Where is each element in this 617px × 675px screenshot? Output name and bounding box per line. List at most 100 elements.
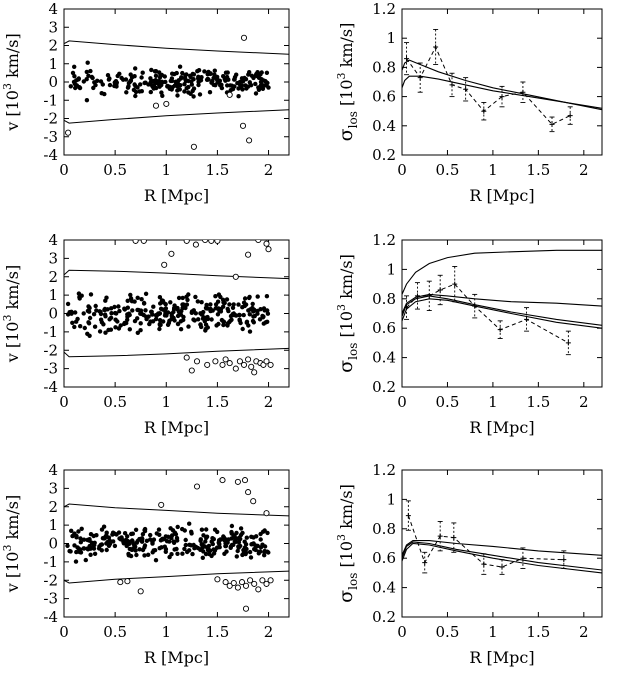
- member-point: [153, 313, 159, 318]
- member-point: [258, 537, 263, 542]
- y-tick-label: 0.2: [372, 146, 396, 164]
- member-point: [226, 308, 231, 314]
- y-tick-label: 0: [48, 305, 58, 323]
- member-point: [187, 548, 192, 553]
- x-tick-label: 0.5: [436, 623, 460, 641]
- member-point: [81, 79, 87, 84]
- member-point: [92, 324, 98, 329]
- interloper-point: [238, 579, 246, 586]
- member-point: [159, 545, 164, 550]
- member-point: [88, 552, 93, 557]
- member-point: [83, 557, 89, 563]
- interloper-point: [161, 261, 168, 268]
- y-tick-label: -4: [43, 378, 58, 396]
- member-point: [215, 74, 220, 80]
- member-point: [204, 527, 209, 532]
- member-point: [163, 549, 168, 554]
- member-point: [249, 542, 254, 547]
- member-point: [260, 86, 266, 92]
- x-tick-label: 0.5: [436, 161, 460, 179]
- member-point: [128, 292, 133, 298]
- member-point: [178, 76, 184, 81]
- member-point: [169, 533, 175, 538]
- data-point: [565, 340, 571, 346]
- member-point: [91, 312, 97, 317]
- member-point: [75, 545, 80, 550]
- interloper-point: [230, 579, 237, 587]
- member-point: [93, 303, 98, 309]
- y-tick-label: -4: [43, 146, 58, 164]
- member-point: [205, 316, 211, 322]
- member-point: [105, 73, 111, 78]
- member-point: [237, 317, 242, 322]
- member-point: [210, 541, 215, 547]
- model-curve-4: [402, 298, 602, 329]
- member-point: [265, 319, 270, 324]
- member-point: [147, 321, 152, 327]
- data-point: [422, 560, 428, 566]
- x-tick-label: 1.5: [205, 623, 229, 641]
- member-point: [203, 328, 208, 333]
- interloper-point: [263, 358, 270, 365]
- member-point: [181, 302, 186, 307]
- member-point: [265, 530, 270, 536]
- member-point: [204, 306, 209, 311]
- interloper-point: [204, 361, 211, 368]
- member-point: [85, 60, 90, 65]
- interloper-point: [214, 576, 221, 583]
- member-point: [128, 539, 133, 544]
- member-point: [178, 312, 184, 317]
- member-point: [88, 68, 93, 74]
- member-point: [87, 315, 93, 321]
- member-point: [94, 533, 99, 538]
- member-point: [243, 302, 249, 307]
- x-tick-label: 0: [59, 393, 69, 411]
- interloper-point: [208, 240, 215, 244]
- member-point: [108, 327, 114, 332]
- interloper-point: [202, 240, 209, 244]
- member-point: [175, 93, 180, 98]
- x-tick-label: 0: [397, 161, 407, 179]
- member-point: [217, 545, 222, 550]
- x-axis-label: R [Mpc]: [469, 186, 534, 205]
- member-point: [135, 295, 140, 300]
- interloper-point: [212, 358, 219, 365]
- member-point: [235, 548, 240, 554]
- member-point: [73, 85, 78, 91]
- member-point: [256, 551, 261, 556]
- member-point: [175, 321, 181, 327]
- y-tick-label: 1: [386, 260, 396, 278]
- member-point: [237, 312, 242, 318]
- member-point: [76, 76, 82, 81]
- y-tick-label: 4: [48, 461, 58, 479]
- y-tick-label: 0: [48, 73, 58, 91]
- interloper-point: [234, 478, 241, 485]
- data-point: [404, 56, 410, 62]
- member-point: [202, 319, 207, 324]
- member-point: [128, 296, 134, 301]
- x-tick-label: 1.5: [205, 393, 229, 411]
- interloper-point: [183, 240, 190, 244]
- member-point: [207, 90, 213, 95]
- plot-area: [402, 500, 602, 575]
- member-point: [199, 300, 204, 305]
- member-point: [168, 300, 173, 305]
- member-point: [190, 88, 195, 94]
- member-point: [244, 535, 249, 540]
- interloper-point: [219, 361, 226, 368]
- member-point: [227, 320, 232, 325]
- y-tick-label: 0.6: [372, 88, 396, 106]
- member-point: [182, 89, 187, 94]
- interloper-point: [188, 367, 195, 374]
- interloper-point: [193, 358, 201, 365]
- member-point: [132, 299, 137, 304]
- interloper-point: [192, 241, 199, 248]
- model-curve-3: [402, 542, 602, 574]
- data-point: [452, 281, 458, 287]
- x-tick-label: 0: [59, 161, 69, 179]
- member-point: [103, 330, 108, 335]
- member-point: [139, 297, 144, 302]
- interloper-point: [65, 129, 72, 136]
- plot-frame: [401, 8, 603, 156]
- member-point: [141, 312, 146, 318]
